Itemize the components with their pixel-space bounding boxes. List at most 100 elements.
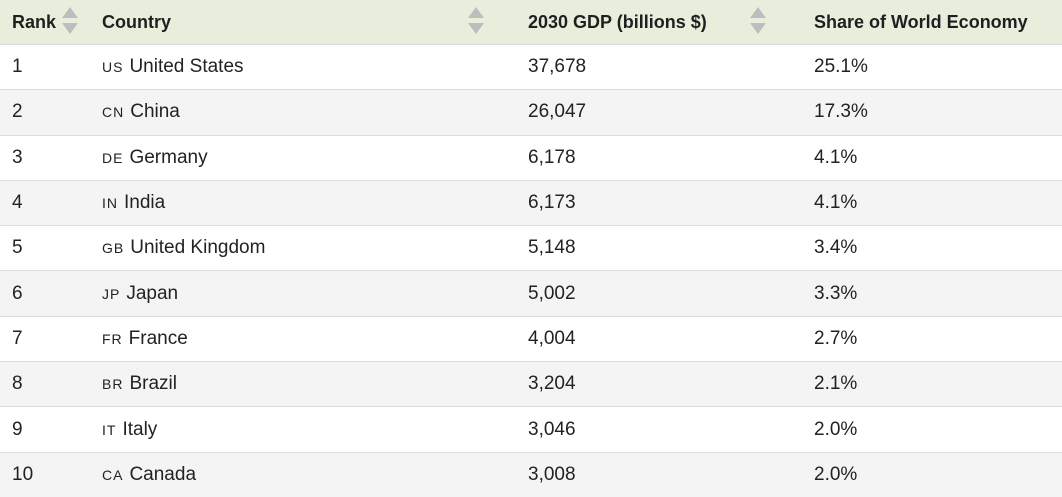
country-code: JP: [102, 285, 121, 302]
gdp-cell: 5,148: [516, 226, 802, 270]
rank-cell: 9: [0, 407, 90, 451]
table-row: 7 FR France 4,004 2.7%: [0, 315, 1062, 361]
header-share[interactable]: Share of World Economy: [802, 0, 1062, 44]
country-code: IN: [102, 195, 118, 212]
share-value: 2.0%: [814, 463, 858, 485]
rank-value: 8: [12, 373, 23, 395]
rank-value: 5: [12, 237, 23, 259]
table-row: 9 IT Italy 3,046 2.0%: [0, 406, 1062, 451]
country-name: United Kingdom: [130, 237, 266, 259]
country-name: France: [128, 327, 188, 349]
gdp-value: 37,678: [528, 56, 587, 78]
country-code: CN: [102, 104, 125, 121]
header-country-label: Country: [102, 11, 171, 32]
country-code: FR: [102, 330, 123, 347]
share-value: 25.1%: [814, 56, 868, 78]
country-cell: US United States: [90, 45, 516, 89]
country-code: IT: [102, 421, 117, 438]
sort-arrows-icon[interactable]: [62, 7, 78, 37]
gdp-cell: 37,678: [516, 45, 802, 89]
sort-arrows-icon[interactable]: [750, 7, 766, 37]
gdp-value: 5,002: [528, 282, 576, 304]
country-cell: JP Japan: [90, 271, 516, 315]
share-value: 17.3%: [814, 101, 868, 123]
header-gdp-label: 2030 GDP (billions $): [528, 11, 707, 32]
country-name: Italy: [122, 418, 158, 440]
gdp-value: 3,046: [528, 418, 576, 440]
country-code: DE: [102, 149, 124, 166]
country-code: US: [102, 59, 124, 76]
header-rank[interactable]: Rank: [0, 0, 90, 44]
gdp-cell: 26,047: [516, 90, 802, 134]
header-rank-label: Rank: [12, 11, 57, 32]
table-row: 6 JP Japan 5,002 3.3%: [0, 270, 1062, 316]
gdp-value: 6,178: [528, 146, 576, 168]
rank-value: 10: [12, 463, 34, 485]
rank-cell: 8: [0, 362, 90, 406]
share-value: 4.1%: [814, 146, 858, 168]
table-row: 5 GB United Kingdom 5,148 3.4%: [0, 225, 1062, 270]
rank-value: 9: [12, 418, 23, 440]
rank-value: 6: [12, 282, 23, 304]
gdp-cell: 3,046: [516, 407, 802, 451]
rank-cell: 4: [0, 181, 90, 225]
country-cell: DE Germany: [90, 136, 516, 180]
country-cell: CA Canada: [90, 453, 516, 497]
gdp-value: 5,148: [528, 237, 576, 259]
gdp-cell: 6,173: [516, 181, 802, 225]
gdp-value: 26,047: [528, 101, 587, 123]
country-name: India: [124, 192, 166, 214]
share-cell: 2.1%: [802, 362, 1062, 406]
country-code: CA: [102, 466, 124, 483]
share-cell: 3.3%: [802, 271, 1062, 315]
country-cell: CN China: [90, 90, 516, 134]
country-name: Germany: [129, 146, 208, 168]
share-value: 2.0%: [814, 418, 858, 440]
gdp-value: 3,008: [528, 463, 576, 485]
rank-cell: 3: [0, 136, 90, 180]
share-cell: 4.1%: [802, 136, 1062, 180]
table-row: 2 CN China 26,047 17.3%: [0, 89, 1062, 135]
country-cell: FR France: [90, 317, 516, 361]
gdp-cell: 3,008: [516, 453, 802, 497]
share-cell: 2.0%: [802, 407, 1062, 451]
rank-cell: 2: [0, 90, 90, 134]
country-name: China: [130, 101, 180, 123]
rank-cell: 7: [0, 317, 90, 361]
gdp-value: 3,204: [528, 373, 576, 395]
share-cell: 2.0%: [802, 453, 1062, 497]
rank-value: 7: [12, 327, 23, 349]
header-country[interactable]: Country: [90, 0, 516, 44]
gdp-cell: 5,002: [516, 271, 802, 315]
table-row: 1 US United States 37,678 25.1%: [0, 44, 1062, 89]
table-row: 4 IN India 6,173 4.1%: [0, 179, 1062, 226]
rank-cell: 5: [0, 226, 90, 270]
rank-value: 4: [12, 192, 23, 214]
rank-cell: 10: [0, 453, 90, 497]
rank-value: 2: [12, 101, 23, 123]
table-row: 10 CA Canada 3,008 2.0%: [0, 451, 1062, 497]
gdp-cell: 3,204: [516, 362, 802, 406]
share-value: 2.1%: [814, 373, 858, 395]
share-value: 2.7%: [814, 327, 858, 349]
header-share-label: Share of World Economy: [814, 11, 1028, 32]
country-cell: BR Brazil: [90, 362, 516, 406]
country-name: Japan: [126, 282, 179, 304]
gdp-value: 4,004: [528, 327, 576, 349]
header-gdp[interactable]: 2030 GDP (billions $): [516, 0, 802, 44]
rank-value: 3: [12, 146, 23, 168]
sort-arrows-icon[interactable]: [468, 7, 484, 37]
share-cell: 2.7%: [802, 317, 1062, 361]
country-cell: IN India: [90, 181, 516, 225]
gdp-cell: 4,004: [516, 317, 802, 361]
share-cell: 4.1%: [802, 181, 1062, 225]
country-name: United States: [129, 56, 244, 78]
rank-cell: 1: [0, 45, 90, 89]
share-value: 3.4%: [814, 237, 858, 259]
country-code: GB: [102, 240, 125, 257]
country-cell: IT Italy: [90, 407, 516, 451]
rank-cell: 6: [0, 271, 90, 315]
rank-value: 1: [12, 56, 23, 78]
table-row: 3 DE Germany 6,178 4.1%: [0, 134, 1062, 180]
